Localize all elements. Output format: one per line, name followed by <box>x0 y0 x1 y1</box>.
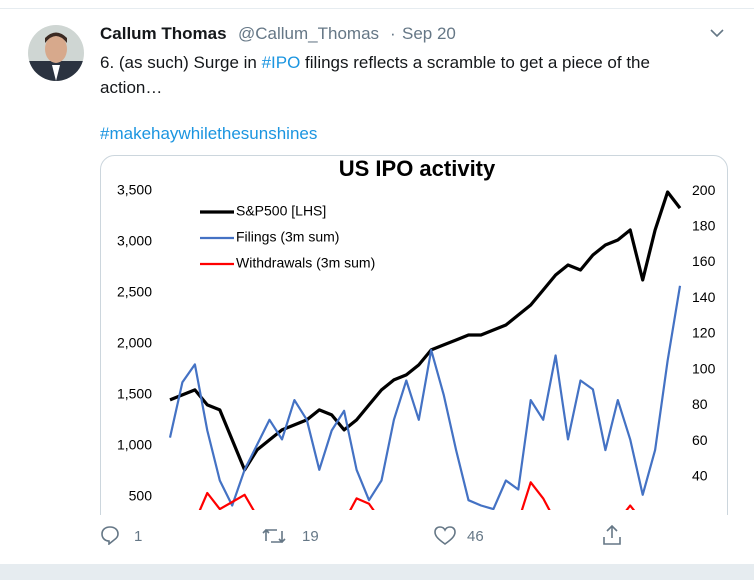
reply-icon[interactable] <box>100 525 120 545</box>
y2-tick-label: 200 <box>692 182 716 198</box>
chart-card <box>100 155 728 515</box>
user-handle[interactable]: @Callum_Thomas <box>238 24 380 43</box>
y2-tick-label: 100 <box>692 360 716 376</box>
chart-title: US IPO activity <box>339 156 496 181</box>
y-tick-label: 3,000 <box>117 233 152 249</box>
y-tick-label: 2,000 <box>117 335 152 351</box>
y-tick-label: 2,500 <box>117 284 152 300</box>
tweet-date[interactable]: Sep 20 <box>402 24 456 43</box>
y-tick-label: 3,500 <box>117 182 152 198</box>
y2-tick-label: 80 <box>692 396 708 412</box>
tweet-text: 6. (as such) Surge in #IPO filings refle… <box>100 50 710 100</box>
divider <box>0 8 754 9</box>
footer-bar <box>0 564 754 580</box>
avatar[interactable] <box>28 25 84 81</box>
hashtag[interactable]: #IPO <box>261 53 301 72</box>
series-line <box>168 285 682 510</box>
share-icon[interactable] <box>602 524 622 546</box>
y2-tick-label: 120 <box>692 325 716 341</box>
y2-tick-label: 60 <box>692 432 708 448</box>
hashtag[interactable]: #makehaywhilethesunshines <box>100 124 318 143</box>
chart: US IPO activity 500 1,000 1,500 2,000 2,500 3… <box>100 155 728 515</box>
retweet-count: 19 <box>302 528 319 545</box>
legend-label: S&P500 [LHS] <box>236 203 326 219</box>
y2-tick-label: 160 <box>692 253 716 269</box>
y-tick-label: 500 <box>129 488 153 504</box>
retweet-icon[interactable] <box>262 526 286 546</box>
like-icon[interactable] <box>434 526 456 546</box>
y-tick-label: 1,500 <box>117 386 152 402</box>
user-name[interactable]: Callum Thomas <box>100 24 227 43</box>
legend-label: Withdrawals (3m sum) <box>236 255 375 271</box>
y2-tick-label: 140 <box>692 289 716 305</box>
text: 6. (as such) Surge in <box>100 53 262 72</box>
y2-tick-label: 40 <box>692 468 708 484</box>
text: filings reflects a scramble to get a pie… <box>100 53 650 97</box>
series-line <box>169 190 682 472</box>
y2-tick-label: 180 <box>692 218 716 234</box>
y-tick-label: 1,000 <box>117 437 152 453</box>
separator: · <box>390 24 396 43</box>
menu-chevron[interactable] <box>708 26 726 40</box>
legend-label: Filings (3m sum) <box>236 229 339 245</box>
reply-count: 1 <box>134 528 143 545</box>
like-count: 46 <box>467 528 484 545</box>
